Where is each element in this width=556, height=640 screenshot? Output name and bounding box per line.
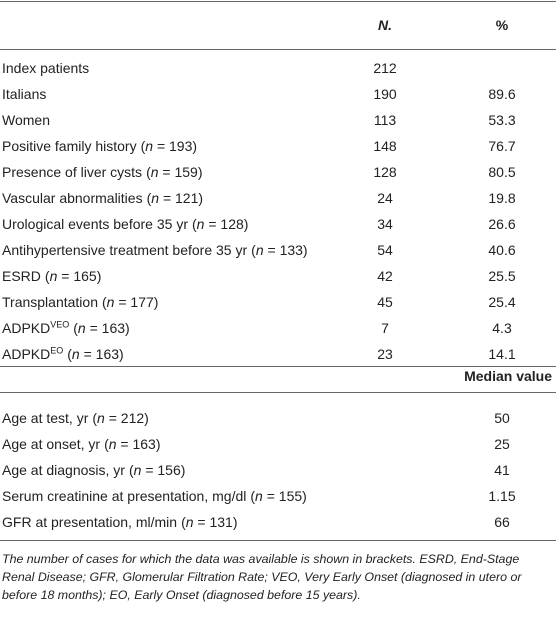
- header-pct: %: [495, 17, 509, 33]
- row-label: Serum creatinine at presentation, mg/dl(…: [2, 486, 307, 506]
- label-text: Index patients: [2, 60, 90, 76]
- cell-value: 7: [381, 320, 389, 336]
- rule: [0, 1, 556, 2]
- label-text: Age at diagnosis, yr: [2, 462, 125, 478]
- row-note: (n = 156): [128, 462, 186, 478]
- row-note: (n = 193): [140, 138, 198, 154]
- row-label: Age at test, yr (n = 212): [2, 408, 149, 428]
- cell-value: 25: [494, 436, 510, 452]
- label-text: Serum creatinine at presentation, mg/dl: [2, 488, 247, 504]
- cell-value: 148: [373, 138, 397, 154]
- row-label: ADPKDVEO (n = 163): [2, 318, 130, 338]
- header-n: N.: [378, 17, 392, 33]
- row-note: (n = 128): [192, 216, 249, 232]
- row-label: Antihypertensive treatment before 35 yr(…: [2, 240, 308, 260]
- row-label: Transplantation (n = 177): [2, 292, 158, 312]
- row-label: ADPKDEO (n = 163): [2, 344, 124, 364]
- cell-value: 212: [373, 60, 397, 76]
- label-text: GFR at presentation, ml/min: [2, 514, 178, 530]
- cell-value: 24: [377, 190, 393, 206]
- row-label: Vascular abnormalities (n = 121): [2, 188, 203, 208]
- row-label: Positive family history (n = 193): [2, 136, 197, 156]
- row-label: Urological events before 35 yr (n = 128): [2, 214, 248, 234]
- row-note: (n = 133): [251, 242, 308, 258]
- row-label: ESRD (n = 165): [2, 266, 101, 286]
- cell-value: 53.3: [488, 112, 516, 128]
- cell-value: 23: [377, 346, 393, 362]
- cell-value: 54: [377, 242, 393, 258]
- cell-value: 40.6: [488, 242, 516, 258]
- row-label: Age at diagnosis, yr (n = 156): [2, 460, 185, 480]
- row-note: (n = 131): [181, 514, 238, 530]
- row-label: Index patients: [2, 58, 89, 78]
- label-text: ADPKD: [2, 320, 51, 336]
- cell-value: 76.7: [488, 138, 516, 154]
- label-text: ADPKD: [2, 346, 51, 362]
- row-label: Age at onset, yr (n = 163): [2, 434, 161, 454]
- label-text: ESRD: [2, 268, 41, 284]
- label-text: Vascular abnormalities: [2, 190, 143, 206]
- row-label: Presence of liver cysts (n = 159): [2, 162, 203, 182]
- cell-value: 25.4: [488, 294, 516, 310]
- label-text: Italians: [2, 86, 47, 102]
- label-text: Women: [2, 112, 50, 128]
- row-note: (n = 155): [250, 488, 307, 504]
- label-text: Positive family history: [2, 138, 137, 154]
- rule: [0, 366, 556, 367]
- label-text: Age at test, yr: [2, 410, 89, 426]
- row-note: (n = 163): [104, 436, 161, 452]
- row-label: Italians: [2, 84, 46, 104]
- cell-value: 80.5: [488, 164, 516, 180]
- cell-value: 19.8: [488, 190, 516, 206]
- label-text: Transplantation: [2, 294, 98, 310]
- cell-value: 128: [373, 164, 397, 180]
- cell-value: 50: [494, 410, 510, 426]
- rule: [0, 392, 556, 393]
- cell-value: 190: [373, 86, 397, 102]
- label-text: Presence of liver cysts: [2, 164, 143, 180]
- label-text: Antihypertensive treatment before 35 yr: [2, 242, 248, 258]
- row-note: (n = 163): [73, 320, 130, 336]
- row-note: (n = 177): [101, 294, 159, 310]
- cell-value: 14.1: [488, 346, 516, 362]
- row-note: (n = 163): [67, 346, 124, 362]
- cell-value: 4.3: [492, 320, 512, 336]
- rule: [0, 540, 556, 541]
- label-sup: VEO: [50, 319, 70, 330]
- cell-value: 42: [377, 268, 393, 284]
- rule: [0, 49, 556, 50]
- footnote: The number of cases for which the data w…: [2, 552, 522, 602]
- cell-value: 66: [494, 514, 510, 530]
- cell-value: 45: [377, 294, 393, 310]
- cell-value: 25.5: [488, 268, 516, 284]
- cell-value: 34: [377, 216, 393, 232]
- label-text: Age at onset, yr: [2, 436, 101, 452]
- cell-value: 1.15: [488, 488, 516, 504]
- cell-value: 41: [494, 462, 510, 478]
- cell-value: 26.6: [488, 216, 516, 232]
- row-note: (n = 159): [146, 164, 203, 180]
- row-note: (n = 212): [92, 410, 149, 426]
- label-text: Urological events before 35 yr: [2, 216, 188, 232]
- cell-value: 89.6: [488, 86, 516, 102]
- cell-value: 113: [373, 112, 397, 128]
- label-sup: EO: [50, 345, 64, 356]
- row-label: GFR at presentation, ml/min (n = 131): [2, 512, 238, 532]
- header-median: Median value: [464, 368, 552, 384]
- row-label: Women: [2, 110, 50, 130]
- row-note: (n = 165): [44, 268, 102, 284]
- row-note: (n = 121): [146, 190, 204, 206]
